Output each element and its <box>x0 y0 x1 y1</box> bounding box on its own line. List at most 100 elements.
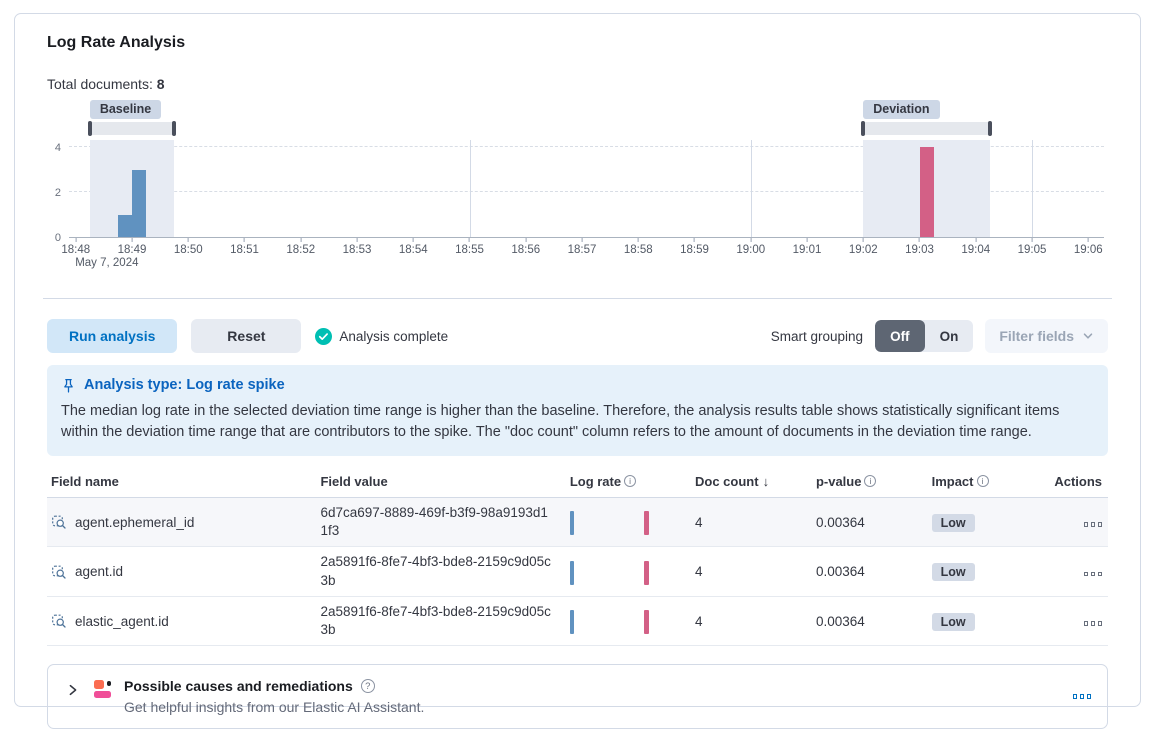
run-analysis-button[interactable]: Run analysis <box>47 319 178 353</box>
doc-count-cell: 4 <box>691 497 812 548</box>
total-documents: Total documents: 8 <box>47 76 1108 92</box>
y-gridline <box>69 191 1104 192</box>
x-axis-date-label: May 7, 2024 <box>75 257 139 269</box>
x-tick-label: 18:57 <box>567 244 597 256</box>
x-tick-mark <box>356 238 358 242</box>
log-rate-cell <box>565 546 691 597</box>
x-tick: 18:50 <box>174 238 203 256</box>
x-tick-label: 19:04 <box>961 244 991 256</box>
impact-badge: Low <box>931 513 975 532</box>
x-tick-mark <box>919 238 920 242</box>
info-icon[interactable]: i <box>624 474 637 487</box>
deviation-brush[interactable] <box>861 121 992 136</box>
field-value-text: 2a5891f6-8fe7-4bf3-bde8-2159c9d05c3b <box>320 554 551 588</box>
analysis-status: Analysis complete <box>315 327 448 345</box>
filter-fields-button[interactable]: Filter fields <box>985 319 1108 353</box>
x-tick-label: 18:58 <box>623 244 653 256</box>
x-tick: 19:04 <box>961 238 990 256</box>
insights-actions-icon[interactable] <box>1072 694 1091 699</box>
baseline-doc-count-bar <box>132 169 147 237</box>
x-tick-label: 19:00 <box>736 244 766 256</box>
x-tick: 18:51 <box>230 238 259 256</box>
field-search-icon[interactable] <box>51 613 67 629</box>
actions-cell <box>1043 546 1108 597</box>
log-rate-cell <box>565 596 691 647</box>
deviation-badge: Deviation <box>863 100 940 119</box>
info-icon[interactable]: i <box>864 474 877 487</box>
deviation-brush-handle-right[interactable] <box>987 121 992 136</box>
x-tick: 18:57 <box>567 238 597 256</box>
y-tick-label: 2 <box>54 187 61 199</box>
column-header-field-name: Field name <box>47 467 317 498</box>
analysis-type-callout: Analysis type: Log rate spike The median… <box>47 365 1108 456</box>
smart-grouping-toggle: Off On <box>875 320 974 352</box>
x-tick: 18:56 <box>511 238 540 256</box>
x-tick-label: 18:59 <box>680 244 709 256</box>
chevron-down-icon <box>1083 333 1093 339</box>
x-gridline <box>750 140 752 237</box>
y-tick-label: 4 <box>54 142 61 154</box>
reset-button[interactable]: Reset <box>191 319 302 353</box>
table-header-row: Field name Field value Log rate i Doc count ↓… <box>47 467 1108 498</box>
baseline-brush-handle-right[interactable] <box>172 121 177 136</box>
x-tick-label: 18:55 <box>455 244 484 256</box>
x-tick-label: 19:06 <box>1073 244 1103 256</box>
x-tick-mark <box>862 238 864 242</box>
chevron-right-icon <box>69 685 77 696</box>
field-name-cell: agent.ephemeral_id <box>47 497 317 548</box>
info-icon[interactable]: i <box>976 474 989 487</box>
log-rate-cell <box>565 497 691 548</box>
x-tick-mark <box>244 238 245 242</box>
x-tick-mark <box>694 238 695 242</box>
smart-grouping-off-button[interactable]: Off <box>875 320 925 352</box>
deviation-minibar <box>644 610 649 634</box>
help-icon[interactable]: ? <box>360 679 375 694</box>
x-gridline <box>469 140 471 237</box>
impact-cell: Low <box>927 596 1044 647</box>
field-value-cell: 2a5891f6-8fe7-4bf3-bde8-2159c9d05c3b <box>316 546 566 597</box>
total-documents-label: Total documents: <box>47 76 153 92</box>
field-search-icon[interactable] <box>51 514 67 530</box>
possible-causes-panel: Possible causes and remediations ? Get h… <box>47 664 1108 730</box>
insights-title: Possible causes and remediations <box>124 678 353 695</box>
column-header-p-value: p-value i <box>811 467 928 498</box>
x-tick: 18:59 <box>680 238 709 256</box>
x-tick: 18:52 <box>286 238 315 256</box>
x-gridline <box>1032 140 1033 237</box>
actions-icon[interactable] <box>1083 571 1102 577</box>
deviation-minibar <box>644 560 649 585</box>
x-tick-mark <box>412 238 414 242</box>
baseline-brush[interactable] <box>87 121 177 136</box>
impact-cell: Low <box>927 497 1044 548</box>
x-tick-mark <box>750 238 752 242</box>
x-tick: 18:55 <box>455 238 484 256</box>
field-search-icon[interactable] <box>51 564 67 580</box>
log-rate-minichart <box>569 559 685 585</box>
actions-icon[interactable] <box>1083 522 1102 527</box>
column-header-doc-count[interactable]: Doc count ↓ <box>691 467 812 498</box>
x-tick: 19:02 <box>849 238 878 256</box>
expand-insights-button[interactable] <box>64 681 82 702</box>
baseline-brush-handle-left[interactable] <box>87 121 92 136</box>
deviation-brush-handle-left[interactable] <box>861 121 866 136</box>
x-tick-mark <box>131 238 133 242</box>
p-value-cell: 0.00364 <box>811 596 928 647</box>
analysis-toolbar: Run analysis Reset Analysis complete Sma… <box>47 319 1108 353</box>
x-tick-mark <box>525 238 527 242</box>
column-header-field-value: Field value <box>316 467 566 498</box>
y-tick-label: 0 <box>54 232 61 244</box>
field-value-text: 6d7ca697-8889-469f-b3f9-98a9193d11f3 <box>320 504 548 539</box>
x-tick: 18:53 <box>342 238 372 256</box>
actions-cell <box>1043 497 1108 548</box>
field-name-cell: elastic_agent.id <box>47 596 317 647</box>
smart-grouping-on-button[interactable]: On <box>925 320 974 352</box>
doc-count-cell: 4 <box>691 546 812 597</box>
baseline-badge: Baseline <box>89 100 162 119</box>
sort-descending-icon[interactable]: ↓ <box>762 473 770 489</box>
elastic-ai-assistant-icon <box>94 680 112 699</box>
impact-badge: Low <box>931 612 975 631</box>
x-tick: 18:54 <box>399 238 428 256</box>
actions-icon[interactable] <box>1083 621 1102 626</box>
field-value-cell: 2a5891f6-8fe7-4bf3-bde8-2159c9d05c3b <box>316 596 566 647</box>
x-tick-label: 18:53 <box>342 244 372 256</box>
